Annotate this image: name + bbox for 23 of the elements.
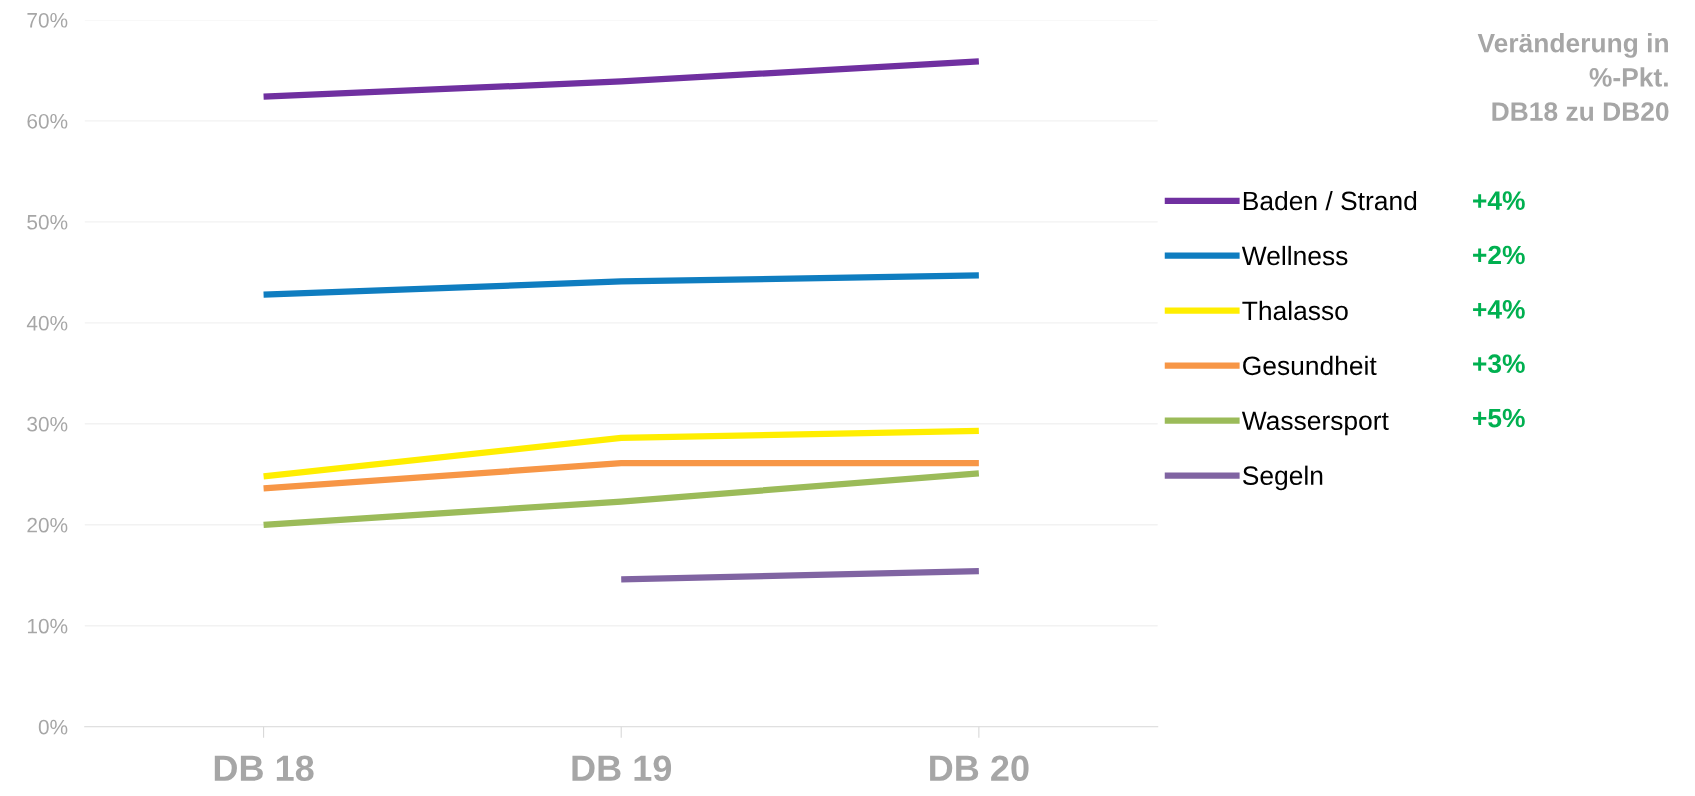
x-tick-label: DB 18: [214, 755, 314, 782]
y-tick-label: 20%: [27, 517, 68, 533]
legend-title: Veränderung in %-Pkt. DB18 zu DB20: [1477, 33, 1669, 121]
legend-label: Baden / Strand: [1243, 190, 1417, 211]
y-tick-label: 10%: [27, 618, 68, 634]
legend-label: Segeln: [1242, 465, 1323, 491]
text: +4%: [1473, 300, 1525, 319]
legend-label: Thalasso: [1242, 300, 1348, 321]
text: +2%: [1473, 245, 1525, 265]
x-tick-label: DB 20: [930, 755, 1029, 782]
text: +4%: [1473, 191, 1525, 210]
x-tick-label: DB 19: [572, 755, 672, 782]
y-tick-label: 60%: [27, 113, 68, 129]
y-tick-label: 50%: [27, 214, 68, 230]
y-tick-label: 0%: [38, 719, 68, 735]
y-tick-label: 70%: [27, 12, 68, 28]
y-tick-label: 40%: [26, 315, 68, 331]
text: +5%: [1473, 408, 1525, 428]
legend-label: Gesundheit: [1243, 355, 1377, 376]
legend-label: Wellness: [1241, 245, 1348, 266]
y-tick-label: 30%: [27, 416, 68, 432]
legend-label: Wassersport: [1241, 411, 1389, 436]
text: +3%: [1473, 354, 1525, 374]
